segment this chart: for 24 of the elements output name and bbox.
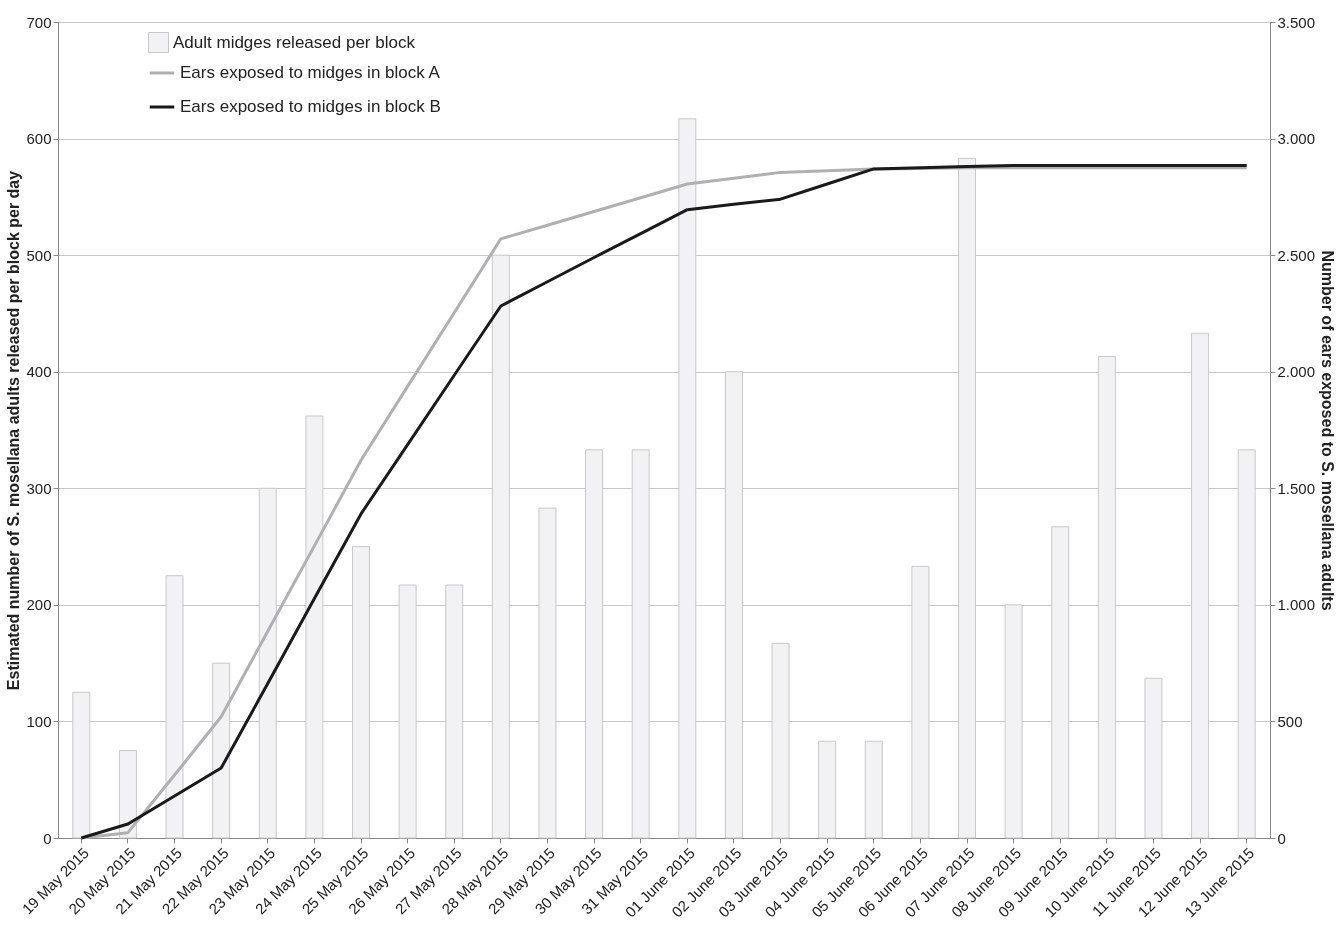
legend-label: Adult midges released per block bbox=[173, 32, 416, 52]
y-tick-label: 0 bbox=[43, 829, 52, 847]
bar bbox=[118, 750, 137, 839]
legend-label: Ears exposed to midges in block B bbox=[180, 97, 441, 116]
y-tick-label: 100 bbox=[26, 712, 52, 730]
y2-tick-label: 0 bbox=[1277, 829, 1286, 847]
y2-axis-title: Number of ears exposed to S. mosellana adults bbox=[1319, 250, 1337, 611]
y2-tick-label: 1.500 bbox=[1277, 479, 1316, 497]
y2-tick-label: 500 bbox=[1277, 712, 1303, 730]
bar bbox=[864, 740, 883, 839]
y2-tick-label: 2.500 bbox=[1277, 246, 1316, 264]
y2-tick-label: 3.500 bbox=[1277, 13, 1316, 31]
y-tick-label: 600 bbox=[26, 130, 52, 148]
bar bbox=[818, 740, 837, 839]
y-axis-title: Estimated number of S. mosellana adults released per block per day bbox=[5, 170, 23, 691]
y-tick-label: 400 bbox=[26, 363, 52, 381]
y-tick-label: 300 bbox=[26, 479, 52, 497]
y2-tick-label: 1.000 bbox=[1277, 596, 1316, 614]
y2-tick-label: 3.000 bbox=[1277, 130, 1316, 148]
y-tick-label: 200 bbox=[26, 596, 52, 614]
y2-tick-label: 2.000 bbox=[1277, 363, 1316, 381]
legend-label: Ears exposed to midges in block A bbox=[180, 63, 441, 82]
y-tick-label: 500 bbox=[26, 246, 52, 264]
y-tick-label: 700 bbox=[26, 13, 52, 31]
